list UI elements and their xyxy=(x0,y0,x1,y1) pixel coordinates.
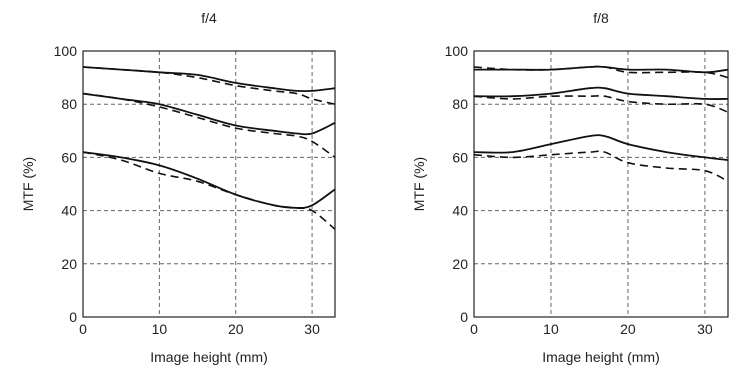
mtf-curve-dashed xyxy=(82,151,336,230)
mtf-curve-dashed xyxy=(82,92,336,159)
y-tick-label: 100 xyxy=(445,43,469,59)
y-tick-label: 100 xyxy=(54,43,78,59)
mtf-curve-solid xyxy=(82,66,336,93)
x-tick-label: 20 xyxy=(620,321,636,337)
x-tick-label: 10 xyxy=(543,321,559,337)
y-tick-label: 0 xyxy=(69,309,77,325)
x-tick-label: 0 xyxy=(470,321,478,337)
plot-frame xyxy=(82,50,336,318)
x-tick-label: 30 xyxy=(304,321,320,337)
x-axis-label: Image height (mm) xyxy=(542,349,659,365)
y-tick-label: 20 xyxy=(452,256,468,272)
y-tick-label: 40 xyxy=(452,203,468,219)
chart-title: f/8 xyxy=(593,10,609,26)
y-tick-label: 60 xyxy=(452,149,468,165)
mtf-curve-dashed xyxy=(473,65,729,79)
mtf-curve-dashed xyxy=(473,95,729,113)
mtf-curve-solid xyxy=(82,92,336,136)
x-axis-label: Image height (mm) xyxy=(150,349,267,365)
mtf-curve-dashed xyxy=(473,150,729,183)
y-axis-label: MTF (%) xyxy=(411,157,427,211)
y-tick-label: 20 xyxy=(61,256,77,272)
y-tick-label: 0 xyxy=(460,309,468,325)
chart-title: f/4 xyxy=(201,10,217,26)
x-tick-label: 10 xyxy=(152,321,168,337)
x-tick-label: 0 xyxy=(79,321,87,337)
x-tick-label: 20 xyxy=(228,321,244,337)
mtf-curve-solid xyxy=(473,86,729,100)
y-axis-label: MTF (%) xyxy=(20,157,36,211)
mtf-curve-dashed xyxy=(82,66,336,105)
mtf-curve-solid xyxy=(474,65,729,74)
y-tick-label: 60 xyxy=(61,149,77,165)
y-tick-label: 80 xyxy=(452,96,468,112)
mtf-curve-solid xyxy=(82,151,336,209)
y-tick-label: 40 xyxy=(61,203,77,219)
x-tick-label: 30 xyxy=(697,321,713,337)
plot-frame xyxy=(473,50,729,318)
y-tick-label: 80 xyxy=(61,96,77,112)
mtf-curve-solid xyxy=(473,134,729,161)
